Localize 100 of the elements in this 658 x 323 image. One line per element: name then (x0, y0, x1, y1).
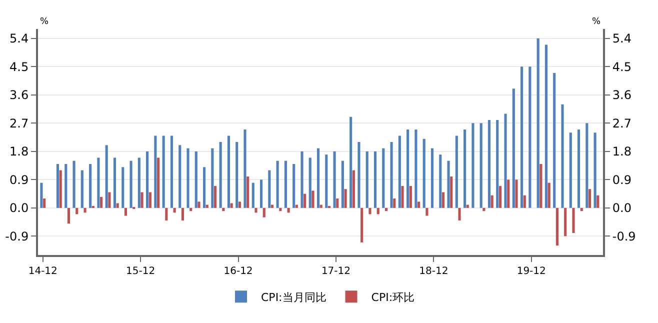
y-tick-label: 1.8 (10, 144, 29, 159)
bar (238, 202, 241, 208)
bar (276, 160, 279, 208)
bar (325, 154, 328, 208)
x-tick-label: 18-12 (419, 266, 448, 277)
bar (480, 123, 482, 208)
bar (426, 208, 428, 216)
y-tick-label: 5.4 (10, 32, 29, 46)
bar (341, 160, 344, 208)
bar (393, 198, 396, 208)
bar (56, 164, 60, 208)
bar (268, 170, 271, 208)
bar (490, 195, 494, 208)
bar (40, 182, 43, 208)
bar (130, 160, 132, 208)
bar (222, 208, 225, 212)
bar (124, 208, 127, 216)
y2-tick-label: -0.9 (612, 229, 636, 244)
bar (97, 158, 100, 208)
bar (227, 136, 230, 208)
bar (72, 160, 76, 208)
bar (450, 176, 453, 208)
bar (382, 148, 385, 208)
bar (236, 142, 238, 208)
bar (260, 180, 263, 208)
bar (173, 208, 176, 213)
bar (472, 123, 474, 208)
bar (67, 208, 70, 224)
bar (206, 204, 208, 208)
bar (316, 148, 320, 208)
bar (336, 198, 339, 208)
bar (138, 158, 140, 208)
x-tick-label: 15-12 (126, 266, 156, 277)
bar (528, 66, 532, 208)
bar (76, 208, 78, 214)
bar (270, 204, 274, 208)
y-axis-title: % (40, 17, 49, 27)
bar (84, 208, 86, 213)
bar (455, 136, 458, 208)
bar (198, 202, 200, 208)
bar (430, 148, 434, 208)
y-tick-label: 0.9 (10, 172, 29, 187)
bar (352, 170, 355, 208)
bar (162, 136, 165, 208)
bar (64, 164, 68, 208)
bar (418, 202, 420, 208)
bar (292, 164, 296, 208)
bar (390, 142, 393, 208)
bar (116, 203, 119, 208)
bar (203, 167, 206, 208)
bar (409, 186, 412, 208)
bar (442, 192, 445, 208)
bar (496, 120, 499, 208)
bar (360, 208, 364, 242)
x-tick-label: 17-12 (321, 266, 350, 277)
y2-tick-label: 2.7 (612, 116, 632, 130)
bar (588, 189, 592, 208)
y2-tick-label: 1.8 (612, 144, 632, 159)
bar (284, 160, 287, 208)
y2-tick-label: 0.0 (612, 201, 632, 216)
bar (181, 208, 184, 220)
bar (498, 186, 502, 208)
bar (113, 158, 116, 208)
bar (344, 189, 347, 208)
y-tick-label: -0.9 (5, 229, 29, 244)
bar (544, 44, 548, 208)
bar (439, 154, 442, 208)
bar (374, 151, 377, 208)
bar (422, 138, 426, 208)
bar (304, 194, 306, 208)
bar (246, 176, 250, 208)
bar (384, 208, 388, 212)
bar (287, 208, 290, 213)
bar (178, 145, 182, 208)
bar (564, 208, 567, 236)
bar (333, 151, 336, 208)
bar (376, 208, 380, 214)
bar (561, 104, 564, 208)
bar (569, 132, 572, 208)
y-tick-label: 0.0 (10, 201, 29, 216)
bar (122, 167, 124, 208)
y-tick-label: 2.7 (10, 116, 29, 130)
bar (89, 164, 92, 208)
bar (190, 208, 192, 212)
bar (279, 208, 282, 212)
bar (507, 180, 510, 208)
bar (262, 208, 266, 218)
bar (548, 182, 550, 208)
bar (512, 88, 515, 208)
bar (368, 208, 372, 214)
y2-tick-label: 3.6 (612, 88, 632, 102)
bar (219, 142, 222, 208)
bar (586, 123, 588, 208)
bar (186, 148, 190, 208)
bar (230, 203, 233, 208)
bar (523, 195, 526, 208)
bar (157, 158, 160, 208)
bar (59, 170, 62, 208)
y2-tick-label: 0.9 (612, 172, 632, 187)
bar (594, 132, 596, 208)
